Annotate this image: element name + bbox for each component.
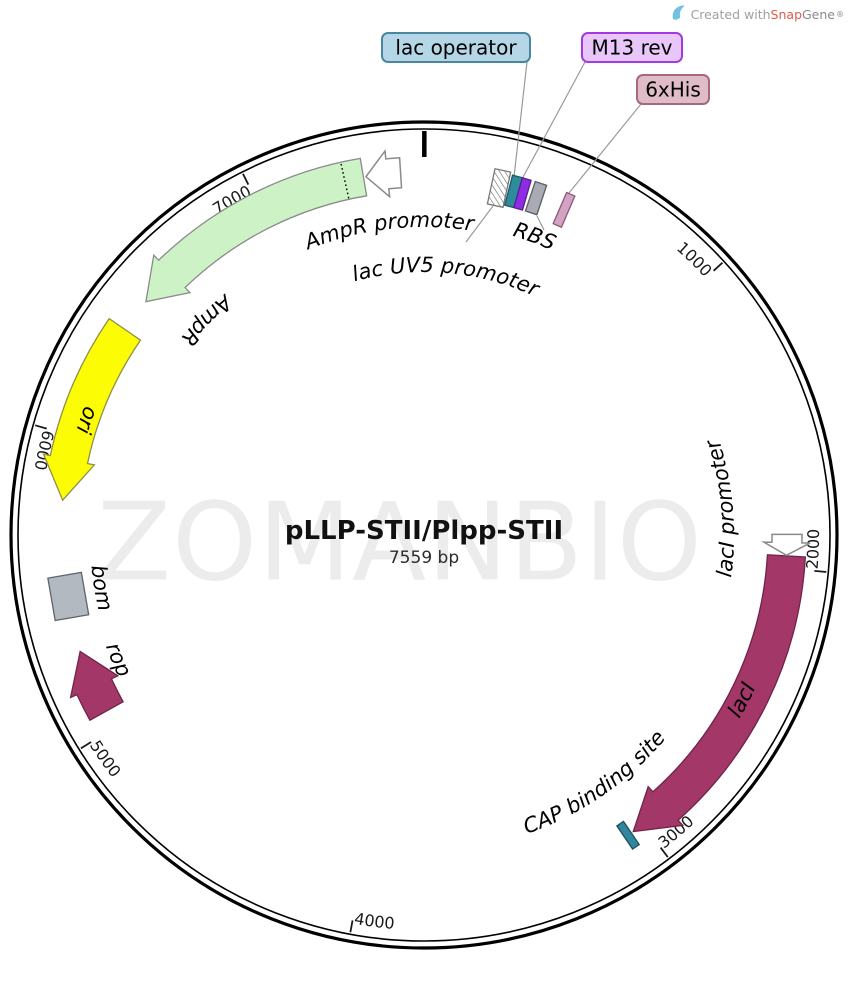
callout-line-lac-operator (513, 61, 528, 178)
credit-registered-mark: ® (836, 9, 844, 19)
tick-5000 (80, 741, 92, 750)
ampr-promoter-label: AmpR promoter (300, 208, 477, 255)
bom-site-box (47, 571, 90, 622)
rbs-site-box (524, 180, 548, 216)
credit-prefix: Created with (690, 6, 771, 22)
callout-lac-operator: lac operator (381, 32, 531, 63)
watermark: ZOMANBIO (97, 480, 703, 606)
site-m13-rev-site (513, 176, 532, 211)
callout-label-m13-rev: M13 rev (592, 36, 673, 60)
site-rbs-site (524, 180, 548, 216)
feature-ampr-arrow (145, 157, 368, 303)
tick-2000 (814, 569, 827, 573)
tick-label-4000: 4000 (353, 909, 395, 933)
feature-rop-arrow (69, 650, 125, 722)
tick-4000 (349, 920, 354, 933)
6xhis-site-box (552, 191, 576, 229)
feature-ampr-segment-boundary (340, 163, 350, 199)
feature-ampr-promoter-arrow (364, 148, 403, 199)
tick-6000 (34, 424, 47, 430)
site-lac-uv5-site (486, 167, 512, 209)
tick-label-2000: 2000 (803, 529, 823, 570)
rbs-label: RBS (511, 218, 560, 255)
callout-m13-rev: M13 rev (581, 32, 683, 63)
credit-brand-gene: Gene (802, 6, 835, 22)
callout-line-6xhis (568, 103, 642, 194)
site-6xhis-site (552, 191, 576, 229)
plasmid-title: pLLP-STII/Plpp-STII (284, 516, 564, 546)
site-cap-site (615, 820, 641, 850)
laci-promoter-label: lacI promoter (700, 436, 739, 579)
plasmid-size: 7559 bp (388, 548, 460, 568)
callout-line-m13-rev (521, 61, 586, 180)
lac-uv5-site-box (486, 167, 512, 209)
plasmid-backbone-outer-circle (9, 120, 839, 950)
snapgene-logo-icon (672, 4, 686, 24)
callout-box-6xhis (636, 74, 710, 105)
callout-box-lac-operator (381, 32, 531, 63)
title-block: pLLP-STII/Plpp-STII 7559 bp (285, 516, 563, 568)
lac-uv5-connector (465, 205, 494, 243)
cap-site-box (615, 820, 641, 850)
tick-label-1000: 1000 (673, 238, 716, 280)
tick-3000 (659, 847, 669, 858)
feature-ori-arrow (42, 317, 142, 502)
callout-label-6xhis: 6xHis (645, 78, 701, 102)
callout-box-m13-rev (581, 32, 683, 63)
callout-6xhis: 6xHis (636, 74, 710, 105)
credit-line: Created with Snap Gene ® (672, 4, 844, 24)
lac-uv5-label: lac UV5 promoter (350, 253, 544, 302)
credit-brand-snap: Snap (770, 6, 802, 22)
bom-label: bom (86, 564, 117, 613)
tick-1000 (712, 262, 724, 272)
callout-label-lac-operator: lac operator (395, 36, 517, 60)
feature-laci-promoter-arrow (761, 533, 811, 557)
plasmid-backbone-inner-circle (17, 128, 831, 942)
feature-laci-arrow (632, 554, 807, 833)
ampr-label: AmpR (176, 289, 238, 351)
m13-rev-site-box (513, 176, 532, 211)
tick-label-5000: 5000 (86, 737, 125, 781)
tick-7000 (242, 173, 250, 185)
site-bom-site (47, 571, 90, 622)
rbs-connector (536, 215, 545, 231)
